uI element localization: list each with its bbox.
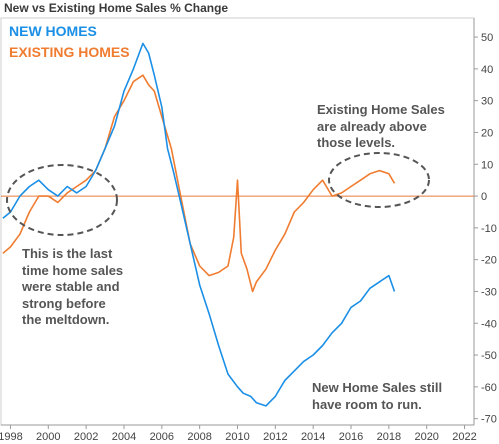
y-tick-label: -30: [481, 286, 497, 298]
y-tick-label: 0: [481, 191, 487, 203]
annotation-right-top-line: those levels.: [317, 135, 395, 150]
y-tick-label: -70: [481, 414, 497, 426]
chart-title: New vs Existing Home Sales % Change: [4, 1, 229, 15]
series-new-homes-line: [2, 42, 396, 407]
annotation-right-top-line: are already above: [317, 119, 427, 134]
y-tick-label: -20: [481, 255, 497, 267]
x-axis-ticks: 1998 2000 2002 2004 2006 2008 2010 2012 2014 2016…: [0, 425, 477, 443]
y-tick-label: 20: [481, 127, 493, 139]
series-existing-homes-line: [2, 74, 396, 293]
annotation-left-line: This is the last: [22, 246, 113, 261]
annotation-right-bottom-line: New Home Sales still: [312, 380, 442, 395]
x-tick-label: 2004: [112, 431, 136, 443]
x-tick-label: 2008: [187, 431, 211, 443]
highlight-ellipse-right: [328, 152, 430, 208]
legend-new-homes: NEW HOMES: [9, 23, 97, 39]
x-tick-label: 2018: [377, 431, 401, 443]
y-tick-label: -60: [481, 382, 497, 394]
y-axis-ticks: 50 40 30 20 10 0 -10 -20 -30 -40 -50 -60 -70: [474, 32, 497, 426]
x-tick-label: 1998: [0, 431, 23, 443]
series-group: [2, 42, 396, 407]
x-tick-label: 2020: [414, 431, 438, 443]
y-tick-label: -10: [481, 223, 497, 235]
annotation-left-line: were stable and: [21, 279, 120, 294]
plot-frame: [0, 17, 475, 426]
highlight-ellipse-left: [6, 164, 118, 236]
annotation-right-top-line: Existing Home Sales: [317, 102, 445, 117]
x-tick-label: 2010: [225, 431, 249, 443]
x-tick-label: 2000: [36, 431, 60, 443]
annotation-left-line: strong before: [22, 296, 106, 311]
x-tick-label: 2014: [301, 431, 325, 443]
x-tick-label: 2022: [452, 431, 476, 443]
annotation-left-line: the meltdown.: [22, 312, 109, 327]
x-tick-label: 2002: [74, 431, 98, 443]
annotation-right-bottom: New Home Sales still have room to run.: [312, 380, 442, 412]
x-tick-label: 2016: [339, 431, 363, 443]
y-tick-label: -40: [481, 318, 497, 330]
y-tick-label: 30: [481, 96, 493, 108]
y-tick-label: -50: [481, 350, 497, 362]
y-tick-label: 40: [481, 64, 493, 76]
annotation-left: This is the last time home sales were st…: [21, 246, 123, 327]
y-tick-label: 50: [481, 32, 493, 44]
x-tick-label: 2006: [150, 431, 174, 443]
annotation-right-bottom-line: have room to run.: [312, 397, 422, 412]
annotation-right-top: Existing Home Sales are already above th…: [317, 102, 445, 150]
annotation-left-line: time home sales: [22, 263, 123, 278]
x-tick-label: 2012: [263, 431, 287, 443]
y-tick-label: 10: [481, 159, 493, 171]
legend-existing-homes: EXISTING HOMES: [9, 44, 130, 60]
